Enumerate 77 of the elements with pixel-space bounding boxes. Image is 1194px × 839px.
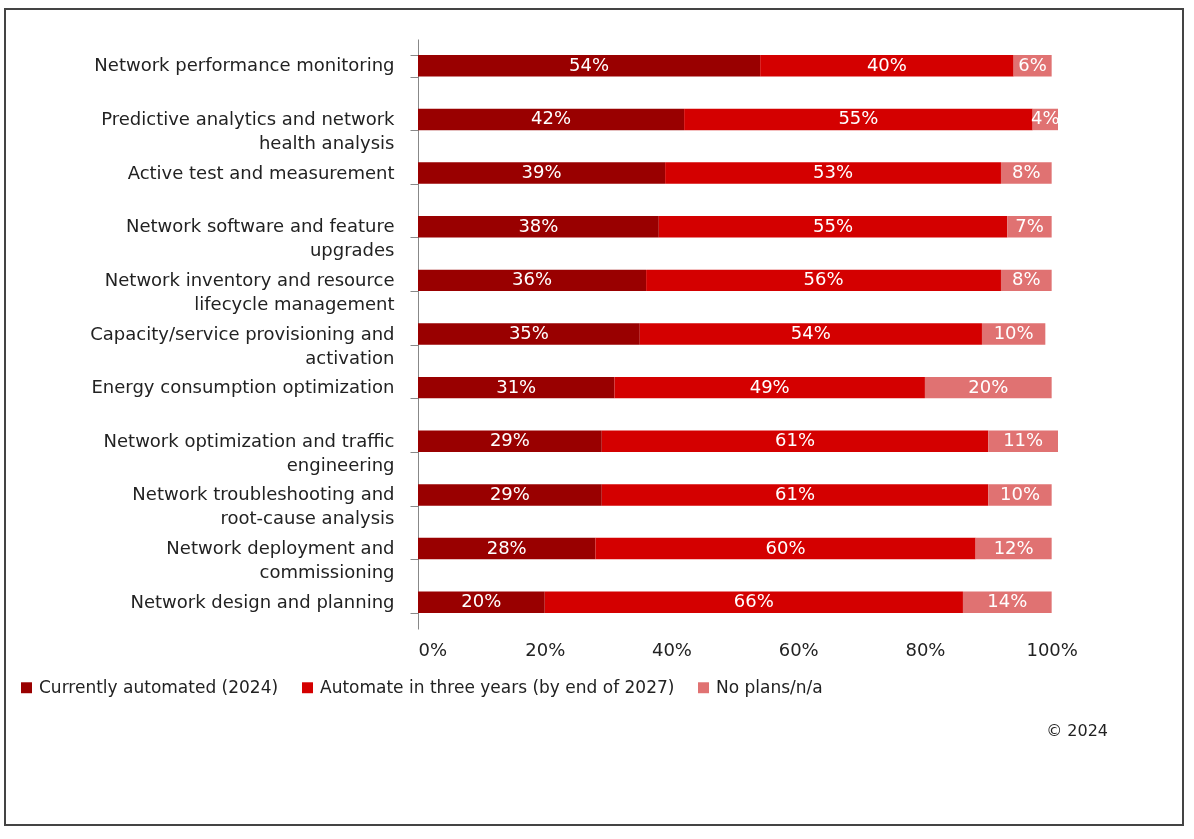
data-label: 61% (775, 482, 816, 504)
bar (418, 216, 659, 238)
bar (601, 430, 989, 452)
data-label: 35% (508, 322, 549, 343)
data-label: 7% (1015, 214, 1044, 236)
bar (760, 55, 1014, 77)
x-tick-label: 80% (905, 638, 946, 660)
data-label: 8% (1012, 161, 1041, 183)
data-label: 55% (838, 107, 879, 129)
data-label: 10% (993, 322, 1034, 343)
y-tick-label: Network optimization and traffic engineering (103, 429, 395, 475)
x-tick-label: 60% (778, 638, 819, 660)
data-label: 29% (489, 482, 530, 504)
data-label: 4% (1031, 107, 1060, 129)
data-label: 61% (775, 429, 816, 451)
bar (614, 376, 925, 399)
legend-label: No plans/n/a (716, 676, 823, 697)
x-tick-label: 20% (525, 638, 566, 660)
y-tick-label: Active test and measurement (127, 161, 395, 183)
data-label: 42% (531, 107, 572, 129)
y-tick-label: Network inventory and resource lifecycle management (104, 268, 395, 314)
bar (418, 591, 545, 613)
bar (962, 591, 1052, 613)
data-label: 20% (461, 590, 502, 612)
data-label: 38% (518, 214, 559, 236)
data-label: 6% (1018, 53, 1047, 75)
data-label: 11% (1003, 429, 1044, 451)
y-tick-label: Energy consumption optimization (91, 376, 395, 398)
legend-label: Currently automated (2024) (39, 676, 279, 697)
bar (544, 591, 963, 613)
x-tick-label: 100% (1026, 638, 1078, 660)
data-label: 10% (999, 482, 1040, 504)
bar (601, 484, 989, 506)
data-label: 56% (803, 268, 844, 290)
data-label: 53% (813, 161, 854, 183)
y-tick-label: Network troubleshooting and root-cause analysis (132, 483, 395, 529)
data-label: 12% (993, 536, 1034, 558)
y-tick-label: Network software and feature upgrades (126, 215, 395, 261)
y-tick-label: Network design and planning (130, 590, 395, 612)
bar (658, 216, 1008, 238)
y-tick-label: Network performance monitoring (94, 54, 395, 76)
data-label: 54% (790, 322, 831, 343)
y-tick-label: Predictive analytics and network health analysis (101, 107, 396, 153)
bar (646, 269, 1001, 292)
data-label: 40% (866, 53, 907, 75)
x-tick-label: 40% (651, 638, 692, 660)
data-label: 54% (569, 53, 610, 75)
data-label: 60% (765, 536, 806, 558)
bar (418, 537, 596, 560)
data-label: 28% (486, 536, 527, 558)
x-tick-label: 0% (418, 638, 448, 660)
bar (418, 323, 640, 345)
data-label: 20% (968, 375, 1009, 397)
text: © 2024 (1046, 721, 1108, 740)
data-label: 36% (512, 268, 553, 290)
y-tick-label: Network deployment and commissioning (166, 537, 395, 583)
data-label: 66% (733, 590, 774, 612)
y-tick-label: Capacity/service provisioning and activation (90, 322, 395, 368)
bar (639, 323, 982, 345)
data-label: 49% (749, 375, 790, 397)
bar (418, 162, 666, 184)
data-label: 55% (813, 214, 854, 236)
bar (418, 376, 615, 399)
legend-label: Automate in three years (by end of 2027) (320, 676, 675, 697)
data-label: 29% (489, 429, 530, 451)
bar (418, 484, 602, 506)
data-label: 14% (987, 590, 1028, 612)
bar (595, 537, 976, 560)
bar (684, 108, 1033, 131)
bar (418, 108, 685, 131)
bar (418, 430, 602, 452)
data-label: 8% (1012, 268, 1041, 290)
bar (665, 162, 1001, 184)
data-label: 39% (521, 161, 562, 183)
data-label: 31% (496, 375, 537, 397)
bar (418, 269, 647, 292)
bar (418, 55, 761, 77)
